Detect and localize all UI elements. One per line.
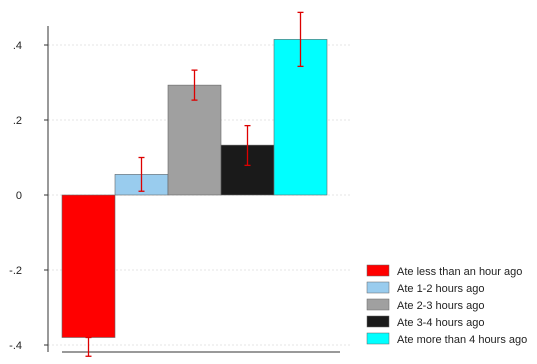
y-tick-label: .2 [13,115,22,127]
bar-3 [167,84,222,196]
y-tick-label: 0 [16,190,22,202]
legend-swatch-5 [366,332,390,345]
legend-swatch-1 [366,264,390,277]
legend-swatch-2 [366,281,390,294]
legend-swatch-4 [366,315,390,328]
legend: Ate less than an hour ago Ate 1-2 hours a… [366,264,527,346]
y-tick-label: .4 [13,40,22,52]
y-tick-label: -.4 [9,340,22,352]
legend-label-2: Ate 1-2 hours ago [397,283,484,295]
y-axis: .4 .2 0 -.2 -.4 [9,26,340,353]
error-bars [85,11,304,357]
y-tick-label: -.2 [9,265,22,277]
bars [61,39,328,338]
legend-label-3: Ate 2-3 hours ago [397,300,484,312]
legend-label-5: Ate more than 4 hours ago [397,334,527,346]
legend-label-4: Ate 3-4 hours ago [397,317,484,329]
legend-label-1: Ate less than an hour ago [397,266,522,278]
bar-1 [61,194,116,338]
legend-swatch-3 [366,298,390,311]
